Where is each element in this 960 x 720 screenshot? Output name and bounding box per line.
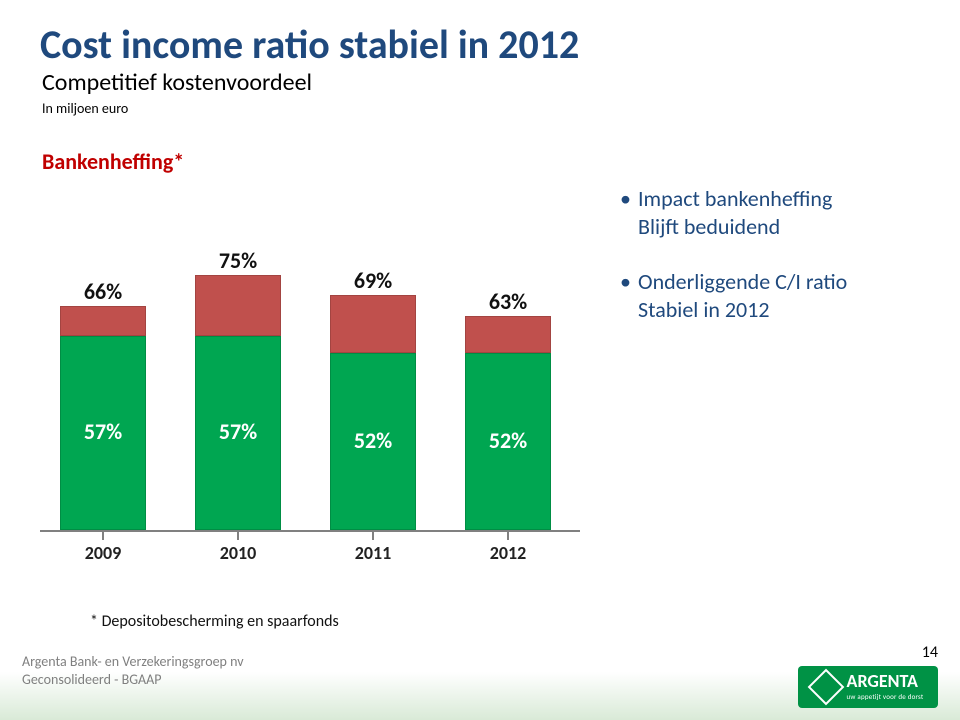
- logo-tagline: uw appetijt voor de dorst: [847, 692, 924, 701]
- bar-levy: [60, 306, 146, 337]
- bullet-line1: Impact bankenheffing: [638, 185, 832, 212]
- x-axis-label: 2011: [330, 542, 416, 564]
- x-axis-label: 2010: [195, 542, 281, 564]
- bar-total-label: 63%: [465, 288, 551, 316]
- chart-plot: 66%57%75%57%69%52%63%52%: [40, 190, 580, 530]
- bar-base-label: 52%: [330, 427, 416, 454]
- page-title: Cost income ratio stabiel in 2012: [40, 20, 579, 69]
- logo: ARGENTA uw appetijt voor de dorst: [798, 666, 938, 708]
- bullet-line2: Blijft beduidend: [638, 213, 940, 241]
- bullet-list: Impact bankenheffingBlijft beduidend Onde…: [620, 185, 940, 351]
- logo-text-block: ARGENTA uw appetijt voor de dorst: [847, 673, 924, 701]
- bullet-item: Impact bankenheffingBlijft beduidend: [620, 185, 940, 240]
- x-tick: [102, 532, 104, 540]
- footer-line2: Geconsolideerd - BGAAP: [22, 671, 161, 688]
- subtitle: Competitief kostenvoordeel: [42, 68, 312, 97]
- cost-income-chart: 66%57%75%57%69%52%63%52% 200920102011201…: [40, 170, 580, 570]
- bar-group: 75%57%: [195, 275, 281, 530]
- logo-name: ARGENTA: [847, 670, 918, 692]
- bar-group: 66%57%: [60, 306, 146, 530]
- bullet-line1: Onderliggende C/I ratio: [638, 268, 847, 295]
- bar-levy: [195, 275, 281, 336]
- bar-base-label: 57%: [195, 418, 281, 445]
- x-tick: [237, 532, 239, 540]
- footnote: * Depositobescherming en spaarfonds: [90, 612, 339, 631]
- page-number: 14: [922, 643, 938, 662]
- footer-line1: Argenta Bank- en Verzekeringsgroep nv: [22, 653, 244, 670]
- bar-total-label: 69%: [330, 267, 416, 295]
- bullet-item: Onderliggende C/I ratioStabiel in 2012: [620, 268, 940, 323]
- diamond-icon: [807, 669, 844, 706]
- x-axis-label: 2012: [465, 542, 551, 564]
- bar-total-label: 75%: [195, 247, 281, 275]
- bar-levy: [465, 316, 551, 353]
- bar-levy: [330, 295, 416, 353]
- unit-label: In miljoen euro: [42, 100, 128, 117]
- bar-base-label: 52%: [465, 427, 551, 454]
- bar-group: 63%52%: [465, 316, 551, 530]
- footer-text: Argenta Bank- en Verzekeringsgroep nv Ge…: [22, 653, 244, 688]
- bar-group: 69%52%: [330, 295, 416, 530]
- bar-base-label: 57%: [60, 418, 146, 445]
- x-tick: [372, 532, 374, 540]
- bar-total-label: 66%: [60, 278, 146, 306]
- x-axis: [40, 530, 580, 532]
- bullet-line2: Stabiel in 2012: [638, 296, 940, 324]
- x-tick: [507, 532, 509, 540]
- footer: Argenta Bank- en Verzekeringsgroep nv Ge…: [0, 648, 960, 720]
- x-axis-label: 2009: [60, 542, 146, 564]
- slide: Cost income ratio stabiel in 2012 Compet…: [0, 0, 960, 720]
